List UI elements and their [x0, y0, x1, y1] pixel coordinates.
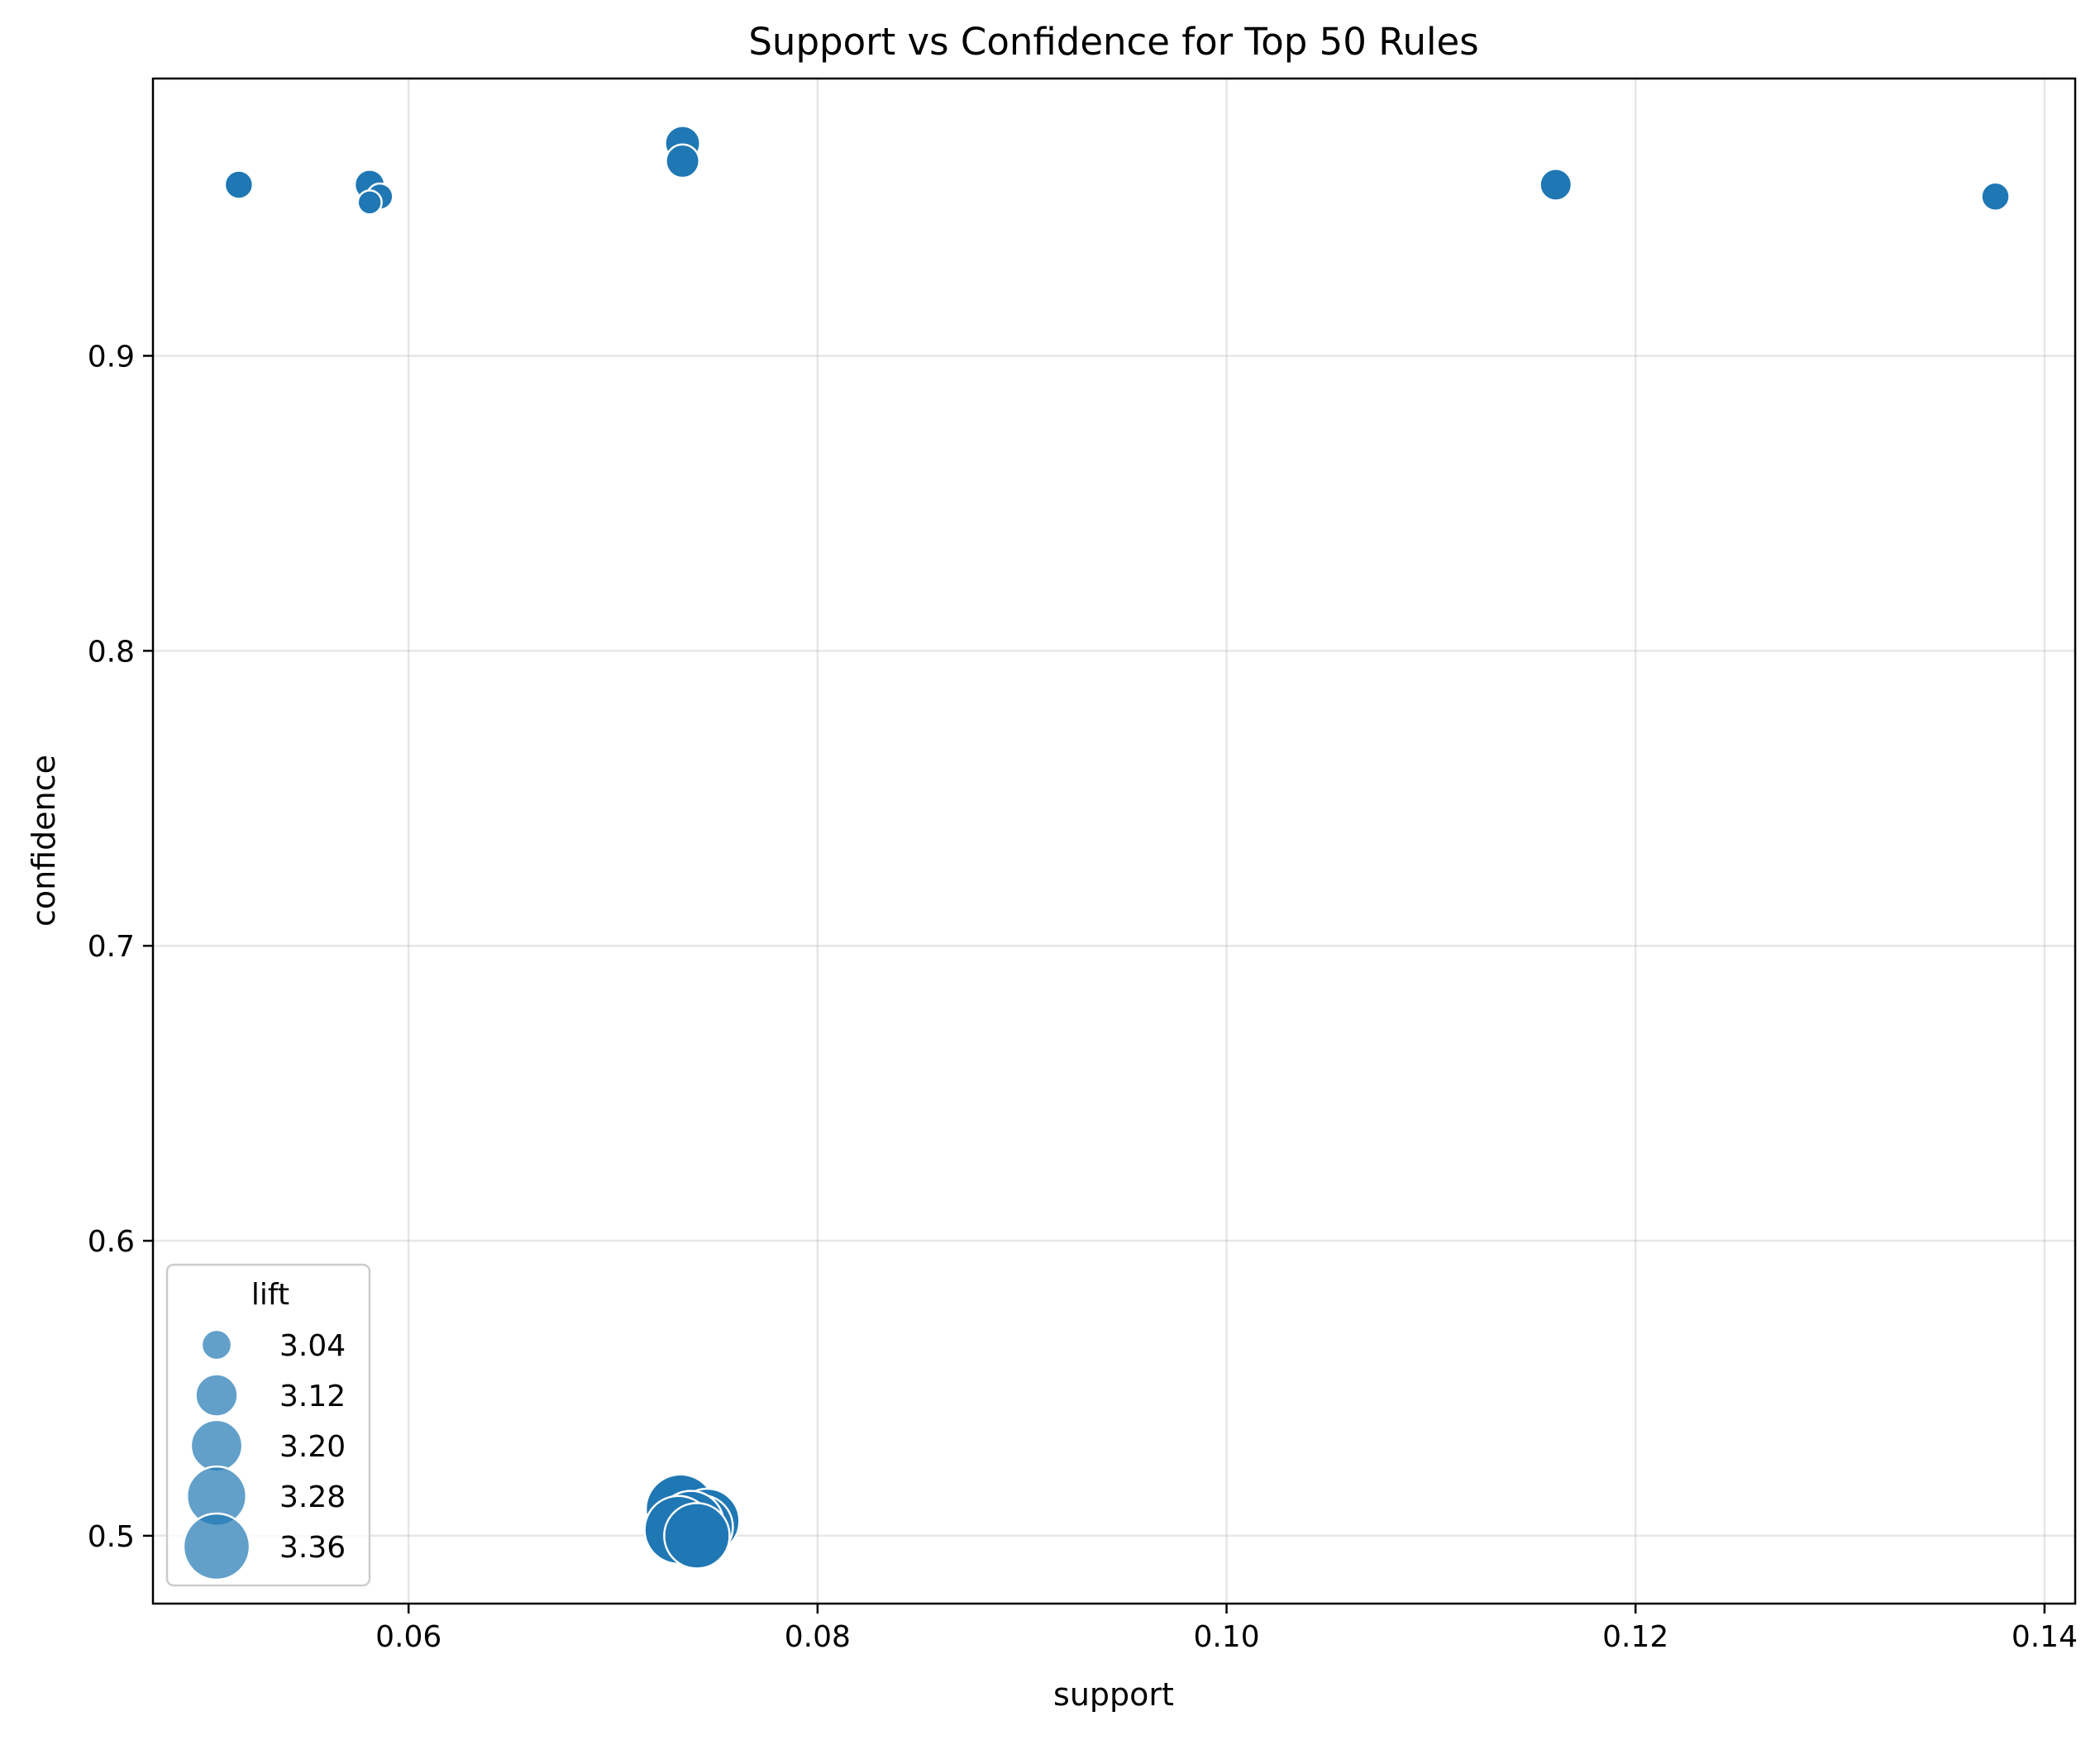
legend-label: 3.28 [279, 1480, 346, 1514]
legend-label: 3.20 [279, 1430, 346, 1464]
legend-title: lift [251, 1278, 289, 1312]
legend-marker [194, 1373, 239, 1418]
x-axis-ticks: 0.06 0.08 0.10 0.12 0.14 [375, 1604, 2078, 1654]
legend-label: 3.04 [279, 1329, 346, 1363]
y-tick-label: 0.9 [88, 340, 135, 374]
y-axis-label: confidence [26, 755, 62, 927]
legend-label: 3.12 [279, 1380, 346, 1413]
y-tick-label: 0.6 [88, 1225, 135, 1259]
legend-marker [200, 1328, 233, 1361]
x-tick-label: 0.10 [1193, 1620, 1259, 1654]
legend: lift 3.04 3.12 3.20 3.28 3.36 [165, 1263, 371, 1587]
legend-entries: 3.04 3.12 3.20 3.28 3.36 [182, 1328, 346, 1581]
y-axis-ticks: 0.5 0.6 0.7 0.8 0.9 [88, 340, 153, 1554]
legend-marker [182, 1512, 251, 1581]
data-point [1539, 168, 1573, 202]
data-points [223, 125, 2011, 1570]
y-tick-label: 0.8 [88, 635, 135, 669]
data-point [356, 189, 383, 216]
x-tick-label: 0.08 [785, 1620, 851, 1654]
x-tick-label: 0.06 [375, 1620, 441, 1654]
plot-area-frame [151, 77, 2077, 1605]
chart-title: Support vs Confidence for Top 50 Rules [748, 20, 1478, 64]
data-point [1980, 181, 2011, 212]
grid-lines [153, 79, 2075, 1604]
x-axis-label: support [1053, 1676, 1174, 1713]
legend-marker [189, 1418, 244, 1473]
data-point [665, 143, 701, 179]
y-tick-label: 0.7 [88, 930, 135, 964]
data-point [223, 169, 255, 200]
legend-label: 3.36 [279, 1531, 346, 1565]
x-tick-label: 0.14 [2012, 1620, 2078, 1654]
y-tick-label: 0.5 [88, 1520, 135, 1554]
data-point [663, 1502, 731, 1570]
x-tick-label: 0.12 [1602, 1620, 1668, 1654]
